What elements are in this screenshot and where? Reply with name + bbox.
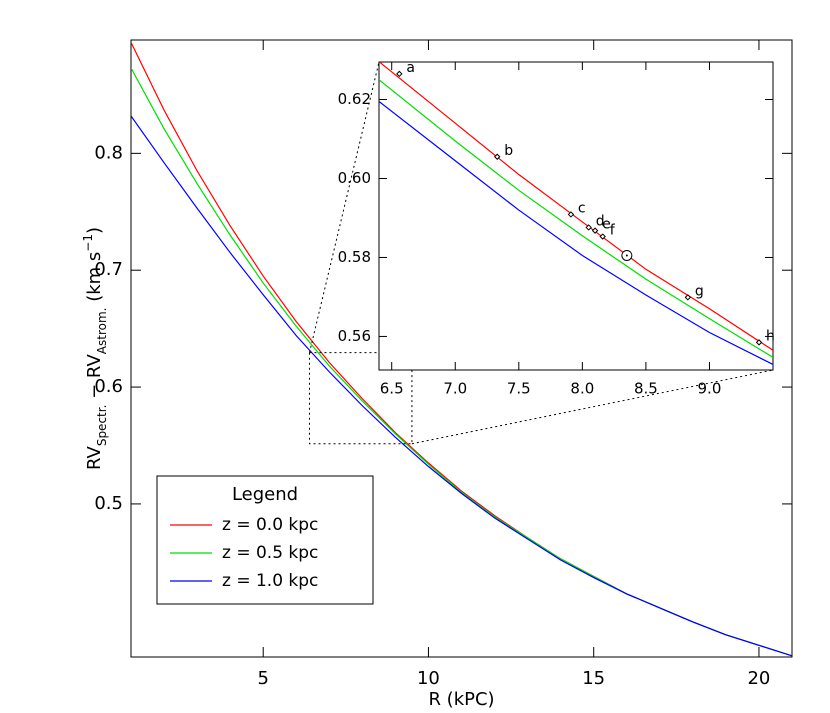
point-label: b (504, 143, 513, 159)
point-marker (591, 227, 599, 234)
x-tick-label: 15 (582, 668, 605, 689)
x-tick-label: 8.5 (634, 380, 658, 398)
y-tick-label: 0.58 (338, 248, 371, 266)
y-tick-label: 0.62 (338, 90, 371, 108)
sun-dot (625, 254, 628, 257)
y-axis-label-part: ) (84, 227, 105, 234)
series-line (379, 62, 773, 351)
legend-label: z = 0.0 kpc (222, 515, 318, 535)
plot-frame (378, 61, 774, 371)
point-marker (493, 153, 501, 160)
point-label: d (596, 213, 605, 229)
x-tick-label: 7.0 (443, 380, 467, 398)
zoom-connector (411, 369, 774, 445)
y-tick-label: 0.5 (94, 493, 123, 514)
point-label: f (610, 223, 616, 239)
y-axis-label-part: (km s (84, 252, 105, 308)
point-marker (396, 70, 403, 78)
point-label: a (406, 60, 415, 76)
point-label: c (578, 200, 586, 216)
y-axis-label-part: Astrom. (95, 308, 109, 355)
inset-area (379, 62, 773, 366)
y-axis-label-part: − RV (84, 354, 105, 405)
series-line (379, 101, 773, 366)
y-axis-label-part: Spectr. (95, 405, 109, 447)
y-axis-label: RVSpectr. − RVAstrom. (km s−1) (81, 227, 109, 470)
x-tick-label: 6.5 (380, 380, 404, 398)
y-tick-label: 0.7 (94, 259, 123, 280)
x-tick-label: 20 (747, 668, 770, 689)
y-tick-label: 0.6 (94, 376, 123, 397)
x-tick-label: 9.0 (698, 380, 722, 398)
point-label: h (766, 328, 775, 344)
legend-box (156, 475, 374, 605)
point-label: g (695, 283, 704, 299)
x-axis-label: R (kPC) (428, 689, 494, 710)
y-axis-label-part: −1 (81, 234, 95, 252)
x-tick-label: 7.5 (507, 380, 531, 398)
x-tick-label: 10 (417, 668, 440, 689)
point-marker (684, 294, 692, 301)
legend-title: Legend (232, 484, 298, 505)
x-tick-label: 5 (257, 668, 268, 689)
y-tick-label: 0.8 (94, 142, 123, 163)
plot-area (131, 42, 792, 657)
point-label: e (602, 217, 611, 233)
legend-label: z = 1.0 kpc (222, 571, 318, 591)
zoom-box (308, 352, 413, 445)
series-line (131, 115, 792, 657)
point-marker (599, 233, 606, 240)
series-line (379, 79, 773, 358)
y-tick-label: 0.56 (338, 327, 371, 345)
point-marker (585, 224, 592, 231)
y-tick-label: 0.60 (338, 169, 371, 187)
y-axis-label-part: RV (84, 445, 105, 470)
point-marker (567, 211, 575, 218)
x-tick-label: 8.0 (570, 380, 594, 398)
legend-label: z = 0.5 kpc (222, 543, 318, 563)
point-marker (755, 339, 763, 346)
